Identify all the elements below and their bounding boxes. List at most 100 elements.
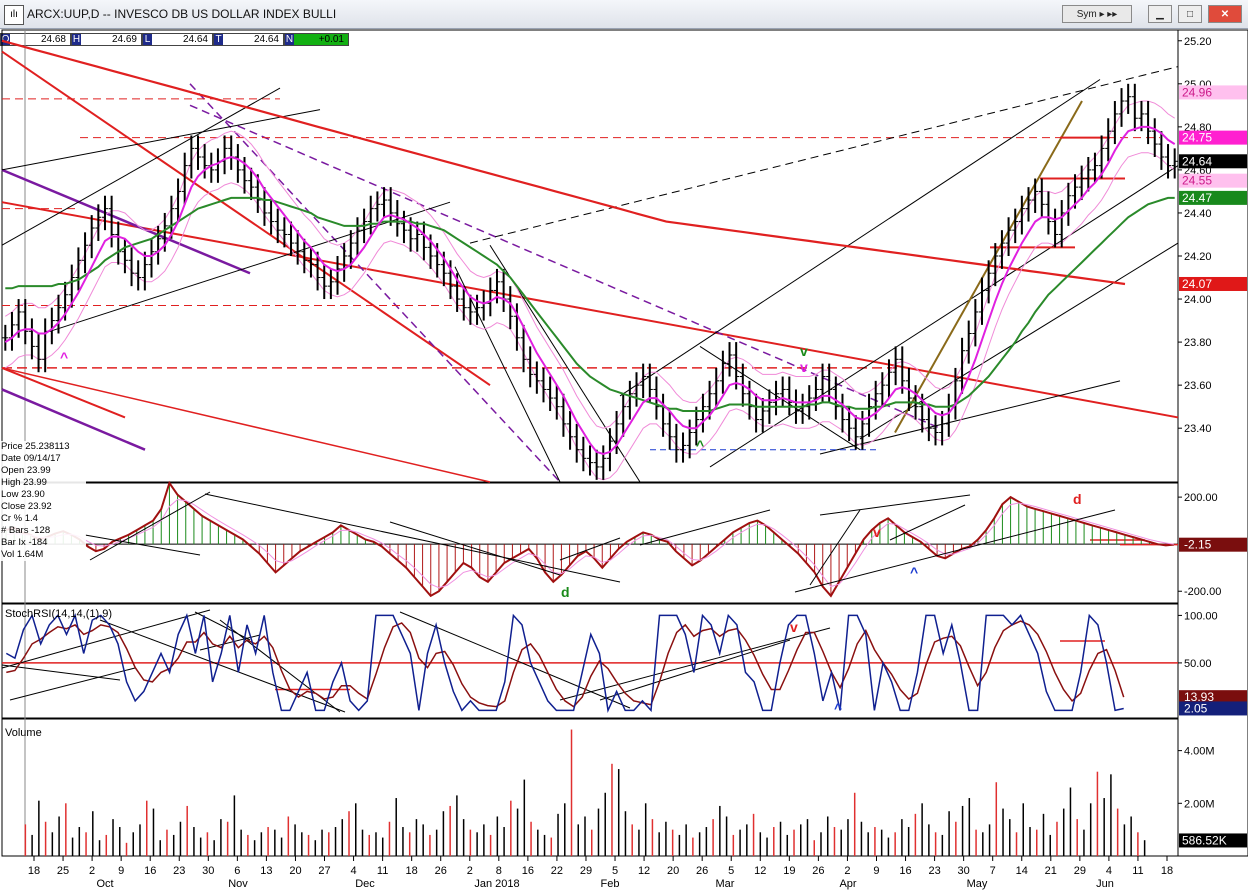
osc-tick-label: -200.00 (1184, 586, 1221, 598)
close-icon[interactable]: ✕ (1208, 5, 1242, 23)
x-tick-label: 4 (351, 865, 357, 877)
osc-trend-line (889, 504, 966, 541)
annotation-v: v (800, 359, 808, 375)
channel-line (1, 168, 251, 275)
x-tick-label: 20 (667, 865, 679, 877)
annotation-caret: ^ (60, 349, 68, 365)
x-tick-label: 16 (899, 865, 911, 877)
window-title: ARCX:UUP,D -- INVESCO DB US DOLLAR INDEX… (27, 7, 337, 21)
ohlc-value: 24.69 (81, 34, 141, 45)
minimize-icon[interactable]: ▁ (1148, 5, 1172, 23)
x-tick-label: 21 (1045, 865, 1057, 877)
osc-last-badge (1179, 537, 1247, 552)
ohlc-key: H (72, 34, 81, 45)
month-label: May (967, 878, 988, 890)
osc-tick-label: 200.00 (1184, 492, 1218, 504)
stoch-k-line (5, 613, 1124, 714)
x-tick-label: 26 (696, 865, 708, 877)
last-value-label: 24.96 (1182, 85, 1212, 99)
trend-line (469, 66, 1179, 244)
resistance-line (1, 201, 1179, 419)
x-tick-label: 11 (1132, 865, 1143, 877)
osc-trend-line (389, 521, 561, 576)
ohlc-key: T (214, 34, 223, 45)
month-label: Apr (839, 878, 856, 890)
stoch-last-badge (1179, 701, 1247, 716)
trend-line (709, 165, 1179, 468)
trend-line (619, 79, 1101, 397)
stoch-trend-line (399, 611, 631, 709)
ohlc-cell-l: L 24.64 (142, 33, 213, 46)
annotation-caret: ^ (910, 564, 918, 580)
trend-line (819, 380, 1121, 455)
app-icon[interactable]: ılı (4, 5, 24, 25)
panel-frame-vol (1, 718, 1179, 857)
volume-title: Volume (5, 727, 42, 739)
stoch-trend-line (9, 667, 136, 701)
ohlc-cell-t: T 24.64 (213, 33, 284, 46)
trend-line (49, 201, 451, 332)
ma-slow-line (5, 196, 1175, 412)
stoch-title: StochRSI(14,14,(1),9) (5, 608, 112, 620)
stoch-last-badge (1179, 690, 1247, 705)
info-row: Vol 1.64M (1, 549, 44, 560)
x-tick-label: 19 (783, 865, 795, 877)
osc-trend-line (84, 534, 201, 556)
last-value-label: 24.75 (1182, 131, 1212, 145)
osc-signal-line (6, 498, 1174, 589)
stoch-trend-line (1, 664, 121, 681)
x-tick-label: 26 (435, 865, 447, 877)
x-tick-label: 26 (812, 865, 824, 877)
volume-tick-label: 2.00M (1184, 798, 1215, 810)
x-tick-label: 7 (990, 865, 996, 877)
x-tick-label: 16 (144, 865, 156, 877)
info-row: Date 09/14/17 (1, 453, 61, 464)
maximize-icon[interactable]: □ (1178, 5, 1202, 23)
annotation-caret: ^ (696, 437, 704, 453)
trend-line (859, 242, 1179, 440)
last-value-badge (1179, 276, 1247, 291)
price-tick-label: 23.40 (1184, 423, 1212, 435)
month-label: Feb (601, 878, 620, 890)
ohlc-value: 24.68 (10, 34, 70, 45)
stoch-tick-label: 100.00 (1184, 610, 1218, 622)
annotation-d: d (1073, 491, 1082, 507)
x-tick-label: 16 (522, 865, 534, 877)
ohlc-cell-n: N +0.01 (284, 33, 349, 46)
ma-long-line (1, 39, 1126, 286)
symbol-button[interactable]: Sym ▸ ▸▸ (1062, 5, 1132, 23)
x-tick-label: 20 (289, 865, 301, 877)
osc-trend-line (819, 494, 971, 516)
x-tick-label: 4 (1106, 865, 1112, 877)
x-tick-label: 25 (57, 865, 69, 877)
panel-frame-osc (1, 482, 1179, 604)
x-tick-label: 13 (260, 865, 272, 877)
x-tick-label: 12 (638, 865, 650, 877)
ma-fast-line (4, 125, 1176, 456)
x-tick-label: 27 (318, 865, 330, 877)
last-value-label: 24.47 (1182, 191, 1212, 205)
annotation-caret: ^ (834, 700, 842, 716)
info-row: Price 25.238113 (1, 441, 70, 452)
month-label: Oct (96, 878, 113, 890)
stoch-trend-line (1, 609, 211, 669)
x-tick-label: 6 (234, 865, 240, 877)
price-tick-label: 25.20 (1184, 36, 1212, 48)
ohlc-key: L (143, 34, 152, 45)
osc-trend-line (794, 509, 1116, 593)
envelope-upper (5, 100, 1175, 429)
stoch-last-label: 2.05 (1184, 701, 1208, 715)
ohlc-value: +0.01 (294, 34, 348, 45)
info-row: Close 23.92 (1, 501, 52, 512)
x-tick-label: 5 (728, 865, 734, 877)
info-row: Open 23.99 (1, 465, 51, 476)
x-tick-label: 12 (754, 865, 766, 877)
month-label: Dec (355, 878, 375, 890)
x-tick-label: 9 (873, 865, 879, 877)
x-tick-label: 18 (406, 865, 418, 877)
price-tick-label: 23.60 (1184, 380, 1212, 392)
month-label: Jun (1096, 878, 1114, 890)
x-tick-label: 30 (202, 865, 214, 877)
price-tick-label: 24.40 (1184, 208, 1212, 220)
